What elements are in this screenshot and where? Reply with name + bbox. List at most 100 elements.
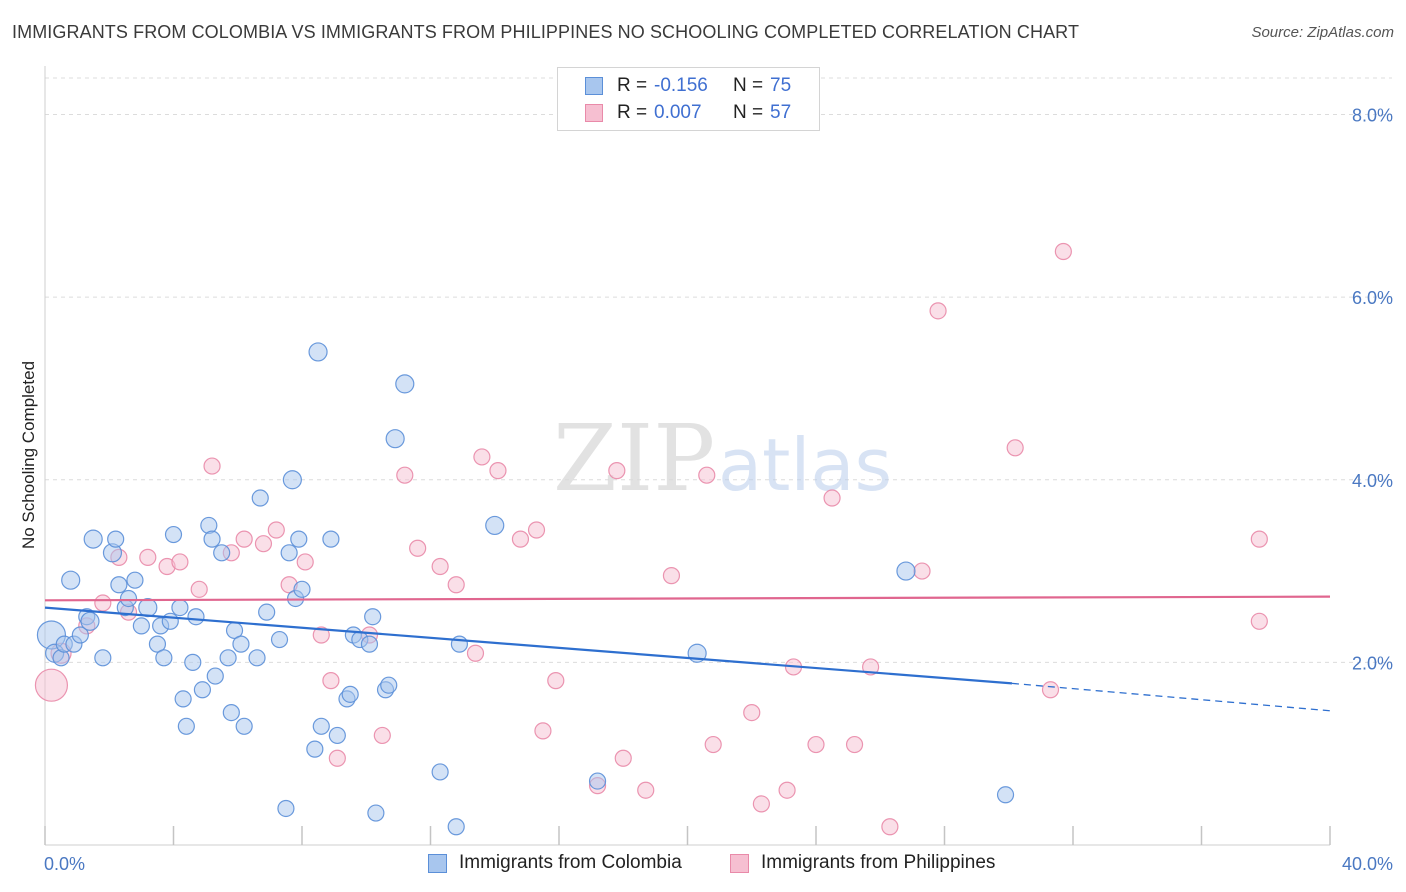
philippines-point-34 [608, 462, 626, 480]
watermark-atlas: atlas [718, 423, 892, 507]
colombia-point-15 [119, 589, 138, 608]
colombia-point-63 [385, 429, 405, 449]
philippines-point-30 [527, 521, 546, 539]
philippines-point-45 [823, 489, 841, 507]
colombia-point-60 [367, 804, 385, 822]
philippines-point-40 [743, 704, 761, 722]
colombia-point-21 [155, 649, 173, 667]
colombia-point-64 [395, 374, 415, 394]
colombia-point-27 [184, 653, 202, 671]
philippines-point-14 [267, 521, 285, 539]
source-credit: Source: ZipAtlas.com [1251, 24, 1394, 41]
y-tick-label-1: 4.0% [1352, 471, 1393, 491]
colombia-point-26 [177, 717, 195, 735]
colombia-point-65 [431, 763, 449, 781]
legend-row-philippines: R = 0.007 N = 57 [558, 101, 819, 127]
philippines-point-18 [322, 672, 340, 690]
colombia-point-31 [203, 530, 221, 548]
colombia-trend-line [44, 606, 1013, 685]
colombia-point-43 [277, 799, 295, 818]
colombia-point-9 [83, 529, 103, 549]
philippines-point-10 [203, 457, 221, 475]
philippines-point-27 [473, 448, 491, 466]
colombia-point-22 [161, 612, 179, 630]
y-tick-label-2: 6.0% [1352, 288, 1393, 308]
colombia-point-50 [308, 342, 328, 362]
colombia-point-29 [193, 681, 212, 699]
series-legend: Immigrants from Colombia Immigrants from… [0, 852, 1406, 878]
philippines-point-29 [511, 530, 530, 548]
colombia-point-42 [270, 630, 289, 649]
colombia-point-41 [258, 603, 276, 621]
y-tick-label-0: 2.0% [1352, 653, 1393, 673]
legend-row-colombia: R = -0.156 N = 75 [558, 74, 819, 100]
colombia-point-62 [380, 676, 398, 694]
correlation-legend: R = -0.156 N = 75 R = 0.007 N = 57 [557, 67, 820, 131]
colombia-point-32 [206, 667, 224, 685]
y-axis-title: No Schooling Completed [19, 361, 38, 549]
philippines-r-value: 0.007 [654, 102, 702, 123]
philippines-point-42 [778, 781, 796, 799]
colombia-point-55 [341, 685, 359, 703]
philippines-swatch [585, 104, 603, 122]
y-tick-label-3: 8.0% [1352, 106, 1393, 126]
x-tick-label-1: 40.0% [1342, 854, 1393, 874]
colombia-point-58 [360, 635, 379, 653]
philippines-point-26 [466, 644, 485, 662]
colombia-point-59 [364, 608, 382, 626]
colombia-point-69 [588, 772, 607, 790]
colombia-point-24 [171, 598, 189, 617]
philippines-point-49 [913, 562, 931, 580]
colombia-point-68 [485, 515, 505, 536]
philippines-point-23 [409, 539, 427, 557]
colombia-point-16 [126, 571, 144, 589]
colombia-point-71 [896, 561, 916, 581]
colombia-point-48 [293, 580, 311, 598]
philippines-point-50 [929, 302, 947, 320]
philippines-point-54 [1250, 530, 1268, 548]
colombia-point-6 [71, 626, 89, 644]
series-colombia-points [36, 342, 1015, 836]
colombia-point-25 [174, 690, 192, 708]
philippines-point-13 [254, 535, 273, 553]
colombia-point-10 [94, 649, 112, 667]
philippines-point-55 [1250, 612, 1268, 630]
colombia-point-45 [282, 470, 302, 490]
colombia-point-39 [248, 649, 266, 667]
colombia-point-8 [80, 611, 100, 631]
colombia-point-35 [222, 704, 240, 722]
philippines-point-38 [698, 466, 716, 484]
colombia-point-49 [306, 740, 324, 758]
colombia-point-34 [219, 649, 237, 667]
colombia-point-13 [110, 576, 128, 594]
chart-title: IMMIGRANTS FROM COLOMBIA VS IMMIGRANTS F… [12, 22, 1080, 42]
legend-label-colombia: Immigrants from Colombia [459, 852, 682, 873]
series-philippines-points [34, 105, 1268, 836]
colombia-point-33 [213, 544, 231, 562]
philippines-point-21 [373, 726, 391, 745]
n-label: N = [733, 75, 764, 96]
colombia-point-53 [328, 726, 346, 745]
n-label: N = [733, 102, 764, 123]
philippines-n-value: 57 [770, 102, 792, 123]
philippines-point-3 [94, 594, 112, 612]
colombia-point-28 [187, 608, 205, 626]
colombia-swatch [428, 854, 447, 873]
r-label: R = [617, 102, 648, 123]
tick-labels: 2.0% 4.0% 6.0% 8.0% 0.0% 40.0% [44, 106, 1393, 874]
philippines-point-44 [807, 735, 825, 754]
watermark-zip: ZIP [553, 405, 715, 512]
colombia-point-52 [322, 530, 340, 548]
grid-lines [45, 77, 1392, 663]
philippines-point-25 [447, 576, 465, 594]
legend-label-philippines: Immigrants from Philippines [761, 852, 996, 873]
colombia-point-38 [235, 717, 253, 735]
philippines-point-41 [752, 795, 770, 813]
philippines-point-0 [34, 668, 69, 702]
colombia-point-12 [107, 530, 125, 548]
philippines-point-9 [190, 580, 208, 598]
colombia-point-51 [312, 717, 330, 735]
philippines-point-36 [637, 781, 655, 799]
philippines-point-32 [547, 672, 565, 690]
